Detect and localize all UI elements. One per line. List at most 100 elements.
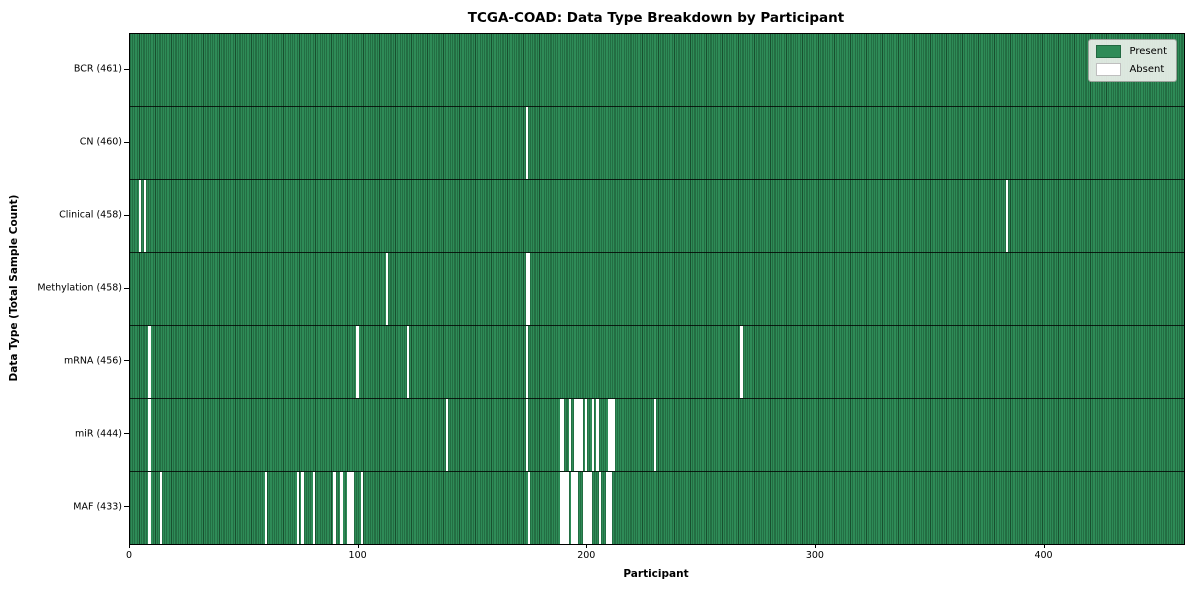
x-tick-label: 400 (1034, 550, 1053, 561)
legend-absent-label: Absent (1129, 63, 1165, 75)
absent-mark (605, 472, 608, 544)
x-tick-mark (814, 544, 816, 548)
absent-mark (584, 399, 588, 471)
bar-rows (130, 34, 1184, 544)
legend-entry-present: Present (1096, 45, 1167, 58)
absent-mark (525, 253, 528, 325)
row-cn (130, 106, 1184, 179)
y-tick-label: Methylation (458) (37, 282, 122, 294)
absent-mark (575, 399, 579, 471)
row-methylation (130, 252, 1184, 325)
row-mir (130, 398, 1184, 471)
y-tick-mark (124, 360, 129, 362)
legend-entry-absent: Absent (1096, 63, 1167, 76)
y-tick-label: CN (460) (79, 136, 122, 148)
absent-mark (591, 399, 595, 471)
absent-mark (596, 399, 599, 471)
legend: Present Absent (1088, 39, 1177, 82)
absent-mark (610, 399, 613, 471)
absent-mark (559, 399, 563, 471)
y-tick-mark (124, 287, 129, 289)
absent-mark (612, 399, 615, 471)
absent-mark (360, 472, 364, 544)
absent-mark (598, 472, 601, 544)
absent-mark (333, 472, 336, 544)
y-tick-mark (124, 141, 129, 143)
absent-mark (445, 399, 448, 471)
y-tick-mark (124, 214, 129, 216)
absent-mark (571, 472, 574, 544)
absent-mark (582, 472, 585, 544)
y-tick-label: MAF (433) (73, 501, 122, 513)
absent-mark (525, 399, 528, 471)
absent-mark (562, 472, 565, 544)
y-tick-label: BCR (461) (73, 63, 122, 75)
y-tick-label: miR (444) (74, 428, 122, 440)
x-tick-mark (1043, 544, 1045, 548)
absent-mark (527, 472, 531, 544)
y-tick-label: Clinical (458) (59, 209, 122, 221)
absent-mark (578, 399, 581, 471)
absent-mark (349, 472, 352, 544)
absent-mark (573, 399, 576, 471)
absent-mark (406, 326, 409, 398)
row-clinical (130, 179, 1184, 252)
y-axis-label: Data Type (Total Sample Count) (8, 194, 20, 382)
x-tick-label: 300 (805, 550, 824, 561)
row-bcr (130, 34, 1184, 106)
absent-mark (356, 326, 359, 398)
absent-mark (312, 472, 316, 544)
legend-absent-swatch (1096, 63, 1122, 76)
absent-mark (159, 472, 162, 544)
absent-mark (740, 326, 743, 398)
plot-area: Present Absent (129, 33, 1185, 545)
y-tick-mark (124, 68, 129, 70)
x-tick-mark (586, 544, 588, 548)
absent-mark (610, 472, 613, 544)
absent-mark (566, 472, 569, 544)
absent-mark (559, 472, 563, 544)
absent-mark (587, 472, 590, 544)
legend-present-label: Present (1129, 45, 1167, 57)
absent-mark (568, 399, 572, 471)
absent-mark (139, 180, 142, 252)
absent-mark (148, 399, 151, 471)
absent-mark (301, 472, 304, 544)
absent-mark (296, 472, 300, 544)
absent-mark (607, 472, 611, 544)
x-tick-mark (357, 544, 359, 548)
absent-mark (584, 472, 588, 544)
y-tick-label: mRNA (456) (63, 355, 122, 367)
absent-mark (580, 399, 583, 471)
absent-mark (525, 107, 528, 179)
legend-present-swatch (1096, 45, 1122, 58)
absent-mark (148, 472, 151, 544)
absent-mark (562, 399, 565, 471)
absent-mark (525, 326, 528, 398)
absent-mark (340, 472, 343, 544)
x-tick-mark (129, 544, 130, 548)
absent-mark (564, 472, 567, 544)
x-tick-label: 100 (348, 550, 367, 561)
absent-mark (589, 472, 592, 544)
absent-mark (264, 472, 268, 544)
absent-mark (607, 399, 611, 471)
absent-mark (143, 180, 146, 252)
row-mrna (130, 325, 1184, 398)
row-maf (130, 471, 1184, 544)
absent-mark (653, 399, 656, 471)
x-tick-label: 200 (577, 550, 596, 561)
absent-mark (347, 472, 350, 544)
x-tick-label: 0 (125, 550, 133, 561)
x-axis-label: Participant (623, 568, 689, 580)
y-tick-mark (124, 506, 129, 508)
chart-title: TCGA-COAD: Data Type Breakdown by Partic… (467, 10, 845, 26)
absent-mark (386, 253, 389, 325)
y-tick-mark (124, 433, 129, 435)
absent-mark (148, 326, 151, 398)
absent-mark (527, 253, 531, 325)
absent-mark (351, 472, 355, 544)
absent-mark (575, 472, 579, 544)
absent-mark (573, 472, 576, 544)
